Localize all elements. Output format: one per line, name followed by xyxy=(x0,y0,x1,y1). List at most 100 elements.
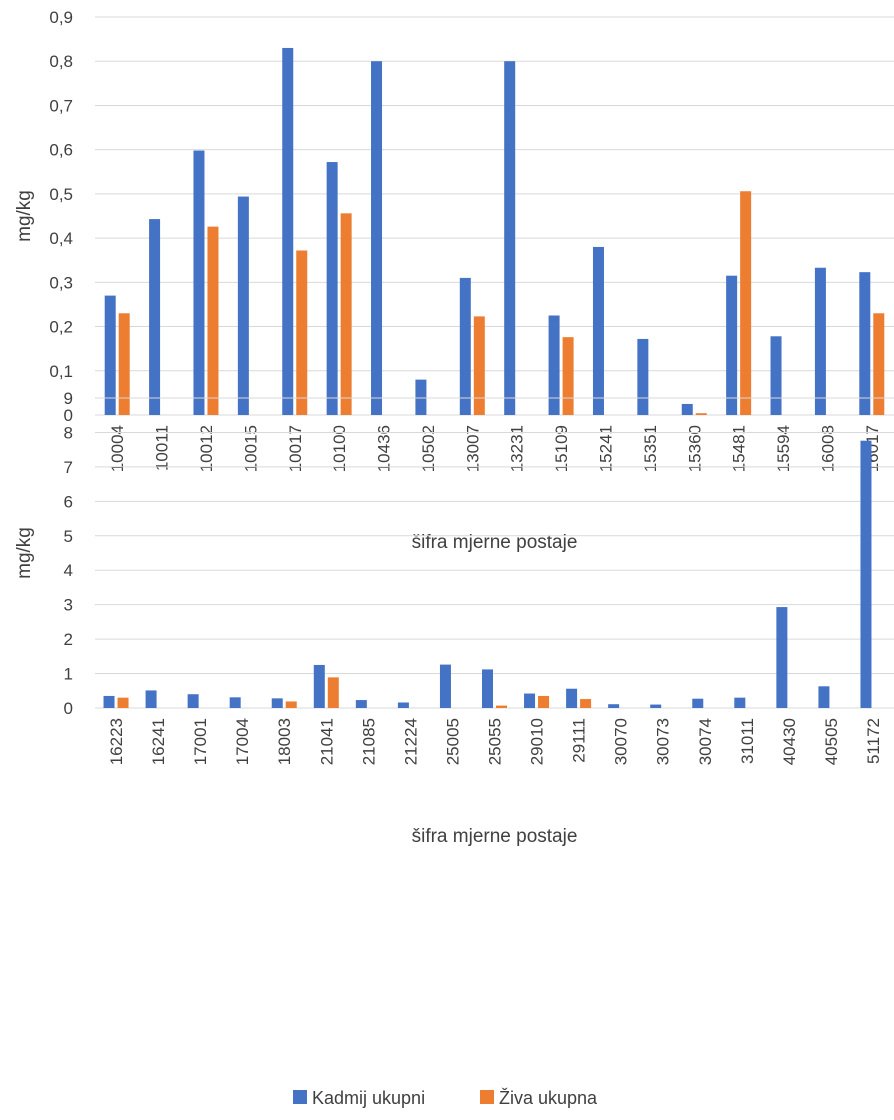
bar-kadmij xyxy=(371,61,383,415)
bar-ziva xyxy=(473,316,485,415)
bar-kadmij xyxy=(650,704,662,708)
y-tick-label: 0,5 xyxy=(49,185,73,204)
bar-ziva xyxy=(327,677,339,708)
x-tick-label: 21224 xyxy=(401,718,420,765)
bar-kadmij xyxy=(355,700,367,708)
bar-ziva xyxy=(538,695,550,708)
bar-kadmij xyxy=(548,315,560,415)
y-tick-label: 4 xyxy=(64,561,73,580)
bar-kadmij xyxy=(104,295,116,415)
y-tick-label: 0,1 xyxy=(49,362,73,381)
bar-ziva xyxy=(740,191,752,415)
x-tick-label: 10100 xyxy=(330,425,349,472)
bar-ziva xyxy=(117,697,129,708)
x-tick-label: 15351 xyxy=(641,425,660,472)
y-axis-title: mg/kg xyxy=(14,527,35,579)
bar-ziva xyxy=(285,701,297,708)
x-tick-label: 29111 xyxy=(570,718,589,763)
x-axis-title: šifra mjerne postaje xyxy=(412,826,578,847)
x-tick-label: 40430 xyxy=(780,718,799,765)
bar-ziva xyxy=(118,313,130,415)
bar-kadmij xyxy=(103,695,115,708)
x-tick-label: 16008 xyxy=(818,425,837,472)
chart-1: 0 0,1 0,2 0,3 0,4 0,5 0,6 0,7 0,8 0,9 10004 10011 10… xyxy=(14,8,894,553)
y-tick-label: 0 xyxy=(64,699,73,718)
y-tick-label: 0 xyxy=(64,406,73,425)
x-tick-label: 10017 xyxy=(286,425,305,472)
x-tick-label: 30073 xyxy=(654,718,673,765)
bar-ziva xyxy=(496,705,507,708)
x-tick-label: 18003 xyxy=(275,718,294,765)
bar-kadmij xyxy=(237,196,249,415)
legend-swatch xyxy=(293,1090,307,1104)
y-tick-label: 8 xyxy=(64,423,73,442)
x-tick-label: 16223 xyxy=(107,718,126,765)
x-tick-label: 10436 xyxy=(375,425,394,472)
bar-kadmij xyxy=(776,607,788,708)
bar-ziva xyxy=(207,226,219,415)
legend-label: Živa ukupna xyxy=(499,1088,598,1108)
x-tick-label: 15109 xyxy=(552,425,571,472)
bar-kadmij xyxy=(608,704,620,708)
bar-ziva xyxy=(340,213,352,415)
x-axis-title: šifra mjerne postaje xyxy=(412,532,578,553)
bar-kadmij xyxy=(681,403,693,415)
y-tick-label: 0,4 xyxy=(49,229,73,248)
bar-kadmij xyxy=(459,277,471,415)
bar-ziva xyxy=(296,250,308,415)
y-tick-label: 0,8 xyxy=(49,52,73,71)
x-tick-label: 10502 xyxy=(419,425,438,472)
y-axis-title: mg/kg xyxy=(14,190,35,242)
x-tick-label: 15241 xyxy=(596,425,615,472)
bar-kadmij xyxy=(524,693,536,708)
bar-kadmij xyxy=(193,150,205,415)
y-tick-label: 0,7 xyxy=(49,96,73,115)
x-tick-label: 30070 xyxy=(612,718,631,765)
x-tick-label: 21085 xyxy=(359,718,378,765)
x-tick-label: 15481 xyxy=(730,425,749,472)
bar-kadmij xyxy=(482,669,493,708)
y-tick-label: 0,9 xyxy=(49,8,73,27)
x-tick-label: 15360 xyxy=(685,425,704,472)
bar-ziva xyxy=(580,699,592,708)
y-tick-label: 0,2 xyxy=(49,318,73,337)
bar-kadmij xyxy=(415,379,427,415)
bar-kadmij xyxy=(860,440,872,708)
bar-kadmij xyxy=(692,698,704,708)
bar-kadmij xyxy=(859,272,871,415)
legend-swatch xyxy=(480,1090,494,1104)
x-tick-label: 25005 xyxy=(443,718,462,765)
y-tick-label: 5 xyxy=(64,527,73,546)
x-tick-label: 29010 xyxy=(528,718,547,765)
bar-kadmij xyxy=(770,336,782,415)
bar-kadmij xyxy=(592,246,604,415)
x-tick-label: 25055 xyxy=(486,718,505,765)
x-tick-label: 21041 xyxy=(317,718,336,765)
bar-kadmij xyxy=(149,219,161,415)
x-tick-label: 10012 xyxy=(197,425,216,472)
x-tick-label: 31011 xyxy=(738,718,757,764)
y-tick-label: 6 xyxy=(64,492,73,511)
y-tick-label: 7 xyxy=(64,458,73,477)
bar-kadmij xyxy=(187,694,199,708)
y-tick-label: 2 xyxy=(64,630,73,649)
x-tick-label: 40505 xyxy=(822,718,841,765)
legend: Kadmij ukupni Živa ukupna xyxy=(293,1088,598,1108)
bar-ziva xyxy=(873,313,885,415)
y-tick-label: 1 xyxy=(64,665,73,684)
y-tick-label: 0,6 xyxy=(49,141,73,160)
bar-kadmij xyxy=(313,664,325,708)
bar-kadmij xyxy=(326,162,338,415)
x-tick-label: 13231 xyxy=(508,425,527,472)
x-tick-label: 10004 xyxy=(108,425,127,472)
bar-kadmij xyxy=(397,702,409,708)
x-tick-label: 17001 xyxy=(191,718,210,765)
x-tick-label: 13007 xyxy=(463,425,482,472)
x-tick-label: 15594 xyxy=(774,425,793,472)
y-tick-label: 9 xyxy=(64,389,73,408)
bar-kadmij xyxy=(229,697,241,708)
x-tick-label: 16241 xyxy=(149,718,168,765)
bar-kadmij xyxy=(439,664,451,708)
x-tick-label: 51172 xyxy=(864,718,883,764)
